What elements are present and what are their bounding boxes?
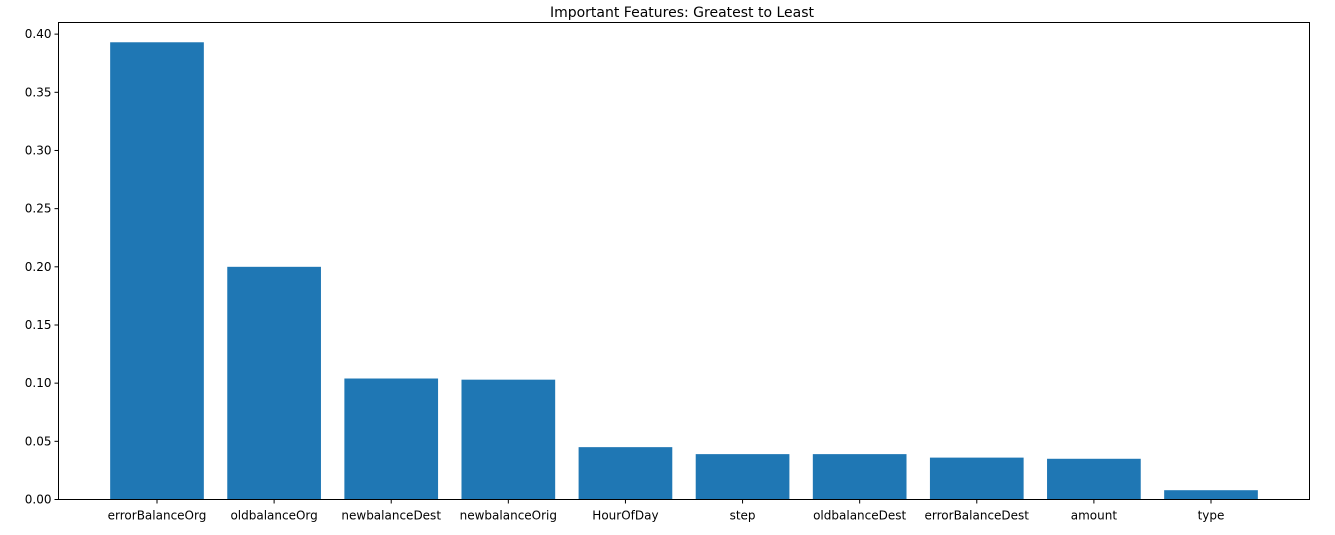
- x-tick-label: newbalanceDest: [341, 509, 441, 523]
- bar-type: [1164, 490, 1258, 500]
- bar-step: [695, 454, 790, 500]
- bar-newbalanceOrig: [461, 379, 556, 500]
- bar-amount: [1047, 458, 1141, 500]
- x-tick-label: oldbalanceDest: [813, 509, 906, 523]
- x-tick-label: HourOfDay: [592, 509, 658, 523]
- bar-oldbalanceOrg: [227, 266, 321, 500]
- plot-area-frame: [58, 22, 1310, 500]
- bars-group: [110, 42, 1258, 500]
- y-tick-label: 0.40: [25, 27, 52, 41]
- bar-errorBalanceOrg: [110, 42, 204, 500]
- y-axis-ticks: 0.00 0.05 0.10 0.15 0.20 0.25 0.30 0.35 0.40: [25, 27, 59, 507]
- x-tick-label: errorBalanceOrg: [108, 509, 207, 523]
- x-tick-label: errorBalanceDest: [925, 509, 1030, 523]
- x-tick-label: step: [730, 509, 756, 523]
- x-tick-label: type: [1198, 509, 1225, 523]
- y-tick-label: 0.35: [25, 85, 52, 99]
- x-axis-ticks: errorBalanceOrg oldbalanceOrg newbalanceDe…: [108, 499, 1225, 523]
- bar-errorBalanceDest: [929, 457, 1024, 500]
- bar-oldbalanceDest: [812, 454, 907, 500]
- chart-title: Important Features: Greatest to Least: [550, 5, 815, 21]
- x-tick-label: amount: [1071, 509, 1118, 523]
- y-tick-label: 0.00: [25, 493, 52, 507]
- y-tick-label: 0.25: [25, 202, 52, 216]
- bar-HourOfDay: [578, 447, 673, 500]
- y-tick-label: 0.30: [25, 143, 52, 157]
- bar-newbalanceDest: [344, 378, 439, 500]
- y-tick-label: 0.15: [25, 318, 52, 332]
- x-tick-label: oldbalanceOrg: [230, 509, 317, 523]
- y-tick-label: 0.05: [25, 434, 52, 448]
- y-tick-label: 0.20: [25, 260, 52, 274]
- y-tick-label: 0.10: [25, 376, 52, 390]
- x-tick-label: newbalanceOrig: [460, 509, 557, 523]
